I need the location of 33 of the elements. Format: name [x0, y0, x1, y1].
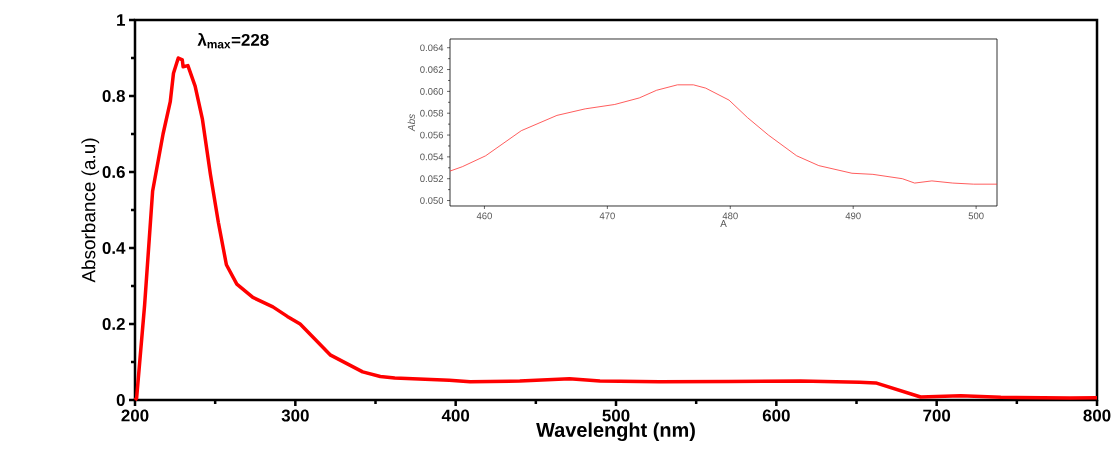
x-axis-title: Wavelenght (nm) [536, 422, 695, 442]
x-tick-label: 600 [762, 409, 790, 422]
line-series [133, 56, 1099, 402]
x-axis-title: A [720, 220, 727, 227]
y-tick-label: 0.056 [420, 131, 444, 139]
y-tick-label: 0 [116, 394, 125, 406]
y-tick-label: 0.052 [420, 175, 444, 183]
x-tick-label: 500 [968, 212, 984, 220]
y-tick-label: 0.054 [420, 153, 444, 161]
y-tick-label: 0.050 [420, 197, 444, 204]
annotation: λ$_{max}$=228 [197, 33, 269, 49]
y-tick-label: 0.4 [102, 242, 126, 254]
y-tick-label: 1 [117, 14, 126, 26]
x-tick-label: 400 [441, 409, 470, 422]
x-tick-label: 480 [722, 212, 738, 220]
y-tick-label: 0.058 [420, 109, 444, 117]
y-axis-title: Abs [407, 114, 415, 132]
y-tick-label: 0.062 [420, 66, 444, 73]
y-tick-label: 0.6 [102, 166, 125, 178]
x-tick-label: 470 [599, 212, 615, 220]
y-tick-label: 0.060 [420, 88, 444, 95]
line-series [449, 84, 998, 185]
y-tick-label: 0.2 [102, 318, 125, 330]
x-tick-label: 460 [476, 212, 492, 220]
y-tick-label: 0.8 [102, 90, 125, 102]
x-tick-label: 300 [281, 409, 309, 422]
x-tick-label: 700 [923, 409, 951, 422]
x-tick-label: 490 [845, 212, 861, 220]
y-axis-title: Absorbance (a.u) [81, 138, 100, 283]
x-tick-label: 200 [121, 409, 149, 422]
y-tick-label: 0.064 [420, 44, 444, 52]
x-tick-label: 500 [602, 409, 630, 422]
x-tick-label: 800 [1083, 409, 1111, 422]
